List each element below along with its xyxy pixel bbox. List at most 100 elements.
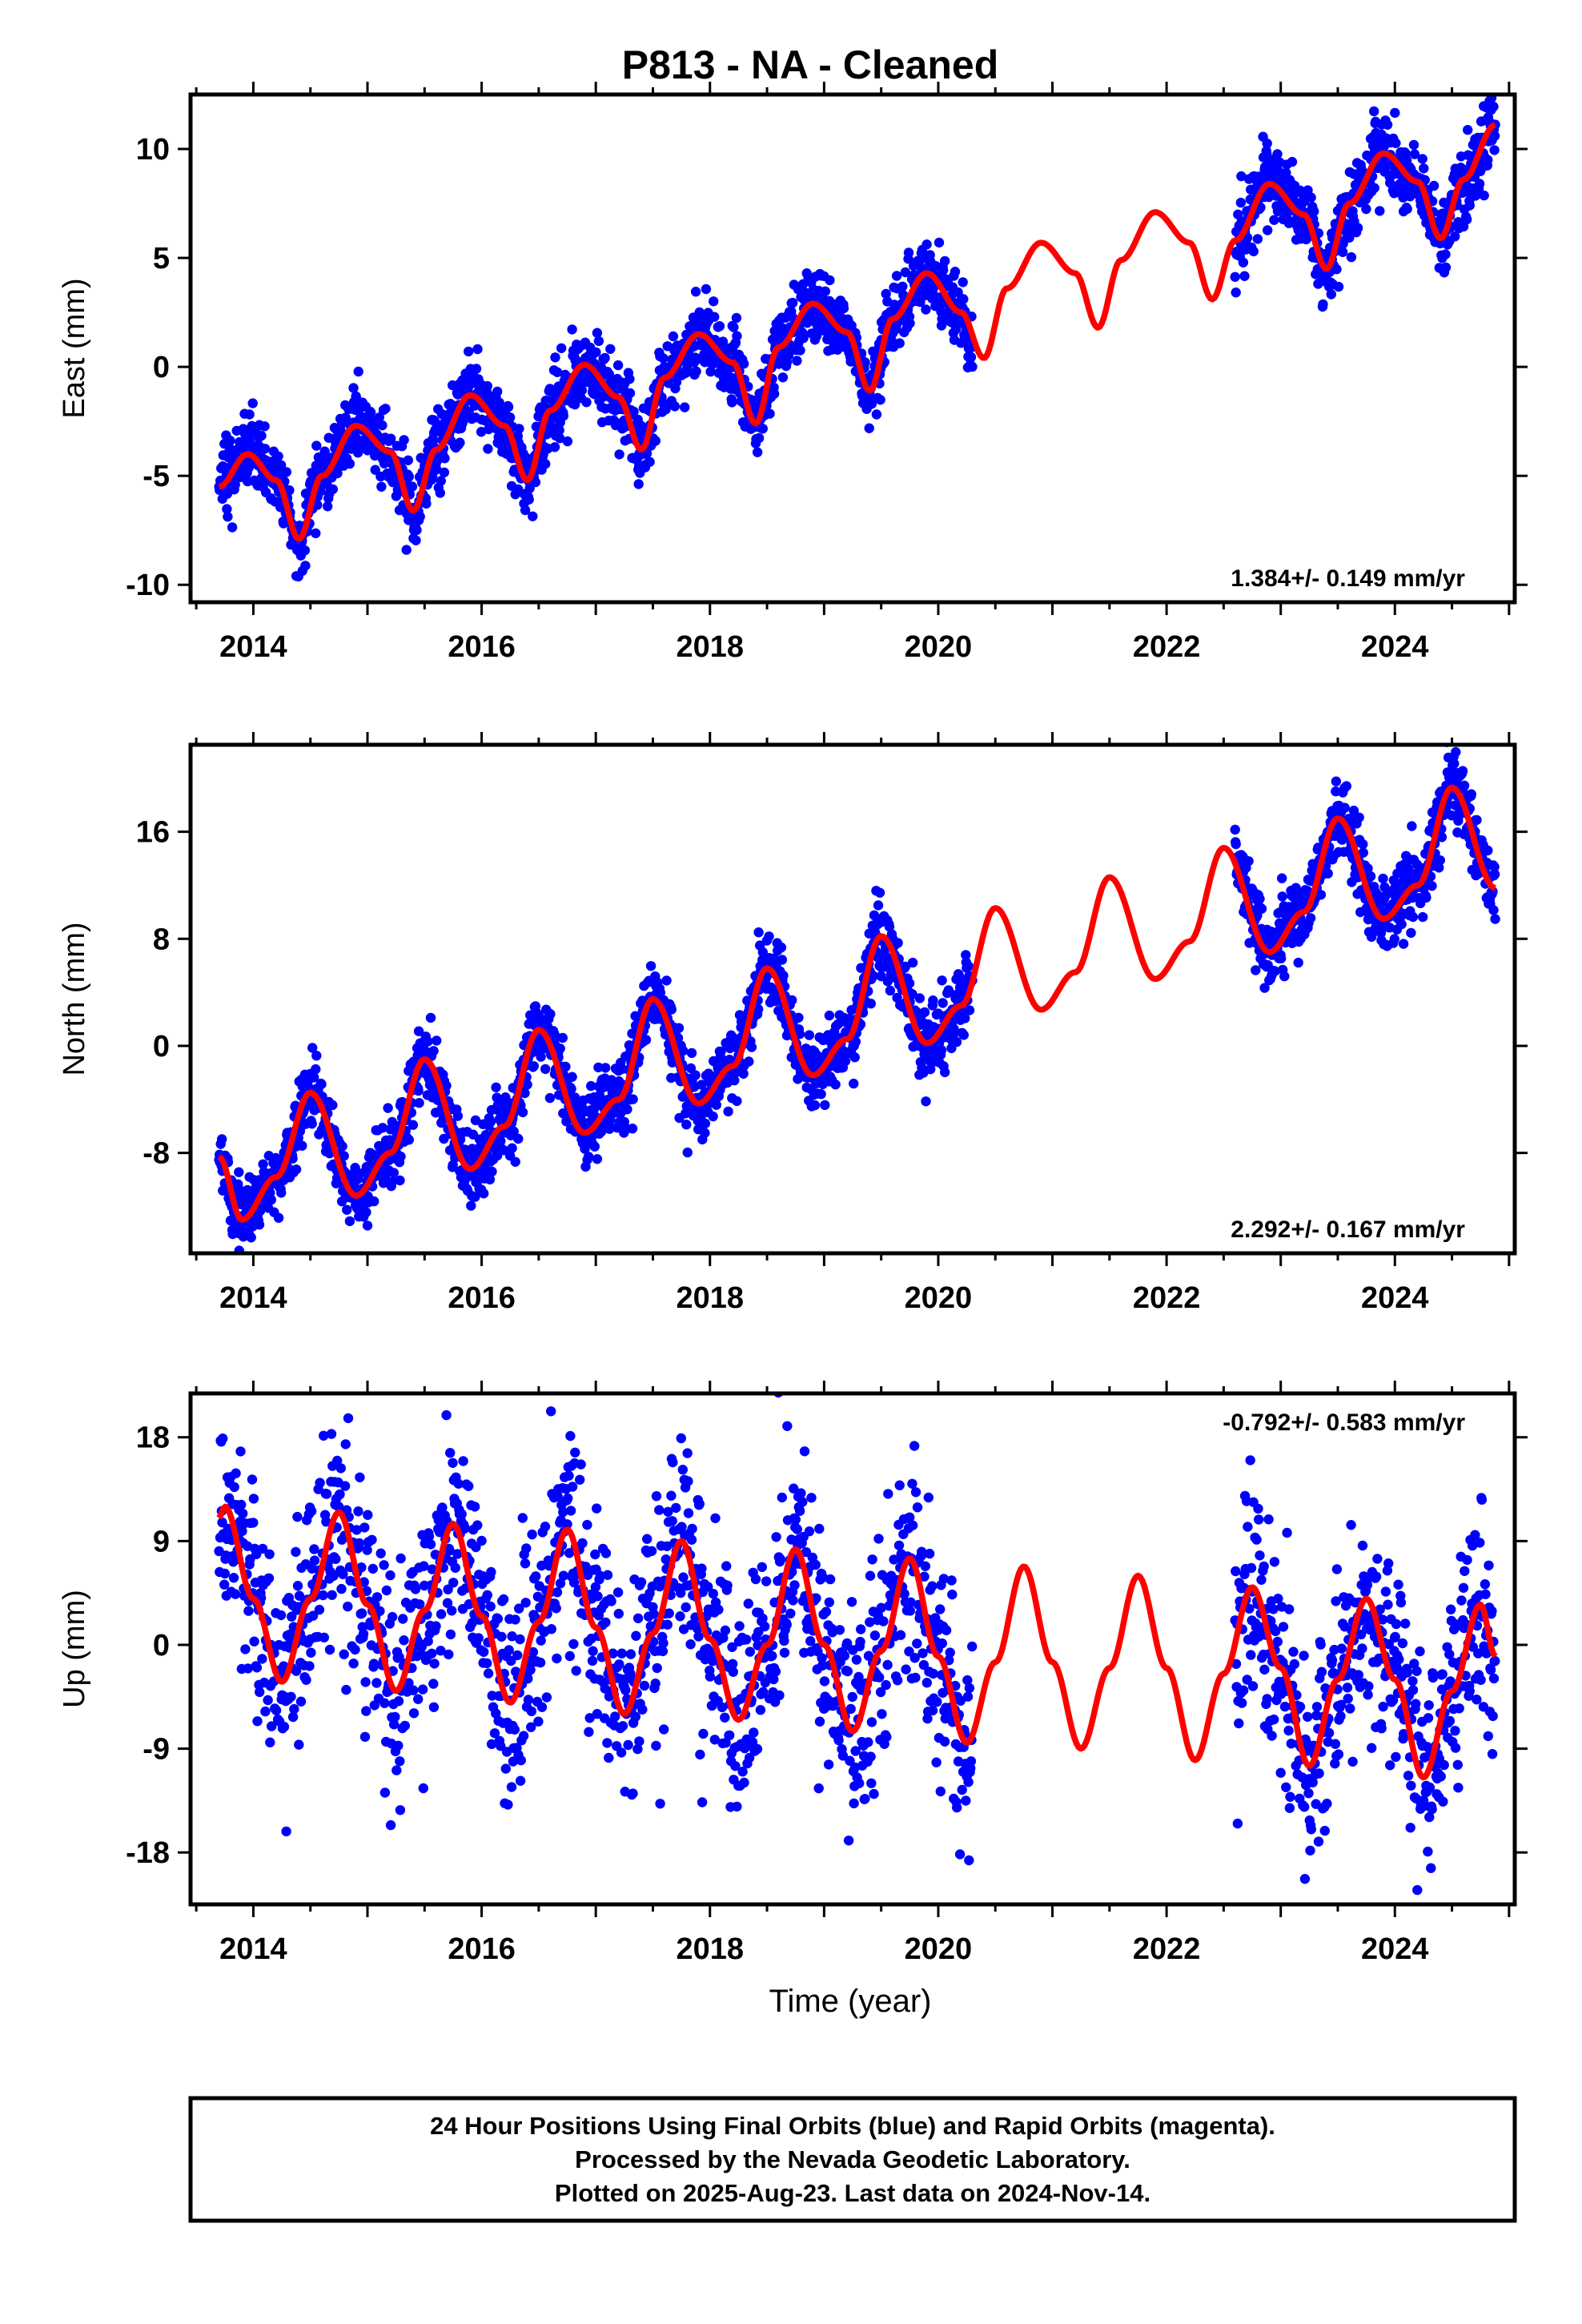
up-data-point (291, 1666, 302, 1676)
north-data-point (645, 961, 656, 971)
east-data-point (738, 359, 749, 369)
north-data-point (943, 985, 954, 995)
north-data-point (217, 1134, 227, 1144)
north-data-points (214, 745, 1500, 1253)
north-data-point (485, 1116, 496, 1128)
east-data-point (1333, 281, 1344, 292)
east-x-tick-label: 2020 (905, 630, 973, 664)
up-data-point (263, 1695, 273, 1706)
east-data-point (514, 424, 524, 434)
east-data-point (714, 321, 725, 332)
north-data-point (1270, 966, 1280, 976)
east-data-point (633, 479, 644, 489)
north-data-point (1365, 871, 1376, 882)
east-x-tick-label: 2018 (676, 630, 744, 664)
east-data-point (838, 303, 849, 314)
up-data-point (251, 1663, 263, 1673)
east-data-point (624, 388, 636, 399)
up-data-point (249, 1636, 259, 1647)
east-data-point (600, 352, 610, 364)
north-data-point (1375, 927, 1387, 939)
up-data-point (307, 1610, 319, 1621)
north-data-point (383, 1103, 393, 1113)
east-data-point (1361, 203, 1371, 215)
north-data-point (1466, 789, 1477, 799)
east-data-point (644, 456, 655, 467)
north-y-tick-label: 0 (153, 1030, 170, 1063)
east-data-point (549, 442, 560, 452)
north-data-point (666, 1004, 677, 1015)
north-data-point (1427, 881, 1437, 891)
east-data-point (825, 275, 835, 286)
east-data-point (528, 511, 538, 521)
north-data-point (729, 1075, 740, 1086)
north-data-point (1407, 821, 1417, 831)
east-data-point (1263, 225, 1273, 235)
east-data-point (891, 271, 902, 281)
north-data-point (395, 1175, 405, 1186)
north-data-point (560, 1061, 571, 1072)
north-data-point (583, 1152, 594, 1162)
east-data-point (1428, 180, 1439, 191)
north-rate-label: 2.292+/- 0.167 mm/yr (1231, 1216, 1465, 1243)
north-data-point (1436, 832, 1447, 842)
east-data-point (593, 336, 604, 347)
north-data-point (816, 1089, 826, 1100)
north-data-point (566, 1084, 576, 1095)
north-data-point (628, 1094, 638, 1104)
up-data-point (230, 1589, 241, 1599)
north-data-point (528, 1061, 539, 1072)
north-x-tick-label: 2018 (676, 1281, 744, 1315)
east-data-point (1369, 183, 1379, 193)
north-data-point (809, 1100, 821, 1111)
north-data-point (776, 942, 787, 953)
north-data-point (570, 1092, 580, 1103)
north-data-point (622, 1104, 632, 1115)
east-data-point (846, 320, 857, 331)
east-data-point (436, 476, 446, 486)
east-data-point (966, 352, 977, 363)
east-data-point (1230, 271, 1240, 282)
north-data-point (540, 1063, 551, 1075)
east-data-point (256, 430, 267, 441)
north-data-point (1279, 971, 1290, 982)
north-data-point (513, 1133, 524, 1144)
east-data-point (777, 372, 789, 383)
north-data-point (914, 993, 926, 1003)
north-data-point (960, 1013, 970, 1023)
east-data-point (691, 366, 701, 376)
north-data-point (544, 1092, 556, 1104)
east-data-point (669, 401, 681, 412)
north-data-point (738, 1068, 749, 1080)
north-data-point (874, 887, 885, 899)
up-data-point (247, 1474, 258, 1485)
north-data-point (1243, 856, 1254, 866)
east-data-point (709, 312, 720, 322)
east-data-point (788, 297, 798, 308)
north-data-point (291, 1164, 302, 1175)
north-data-point (1315, 890, 1327, 900)
east-data-point (900, 267, 911, 278)
east-data-point (403, 455, 413, 465)
north-data-point (777, 955, 788, 965)
east-data-point (311, 528, 321, 539)
north-data-point (830, 1080, 841, 1090)
north-data-point (361, 1207, 371, 1218)
east-data-point (344, 458, 355, 469)
north-data-point (1490, 914, 1500, 924)
east-data-point (276, 460, 287, 471)
north-data-point (508, 1126, 519, 1137)
east-data-point (558, 411, 568, 421)
east-data-point (1402, 203, 1412, 215)
north-data-point (928, 995, 938, 1006)
east-x-tick-label: 2014 (219, 630, 287, 664)
north-data-point (592, 1154, 603, 1164)
north-x-tick-label: 2024 (1361, 1281, 1429, 1315)
north-data-point (589, 1141, 600, 1152)
north-data-point (716, 1046, 726, 1057)
north-data-point (369, 1196, 379, 1207)
up-data-point (231, 1468, 241, 1478)
north-data-point (1323, 868, 1333, 879)
north-data-point (510, 1156, 520, 1168)
